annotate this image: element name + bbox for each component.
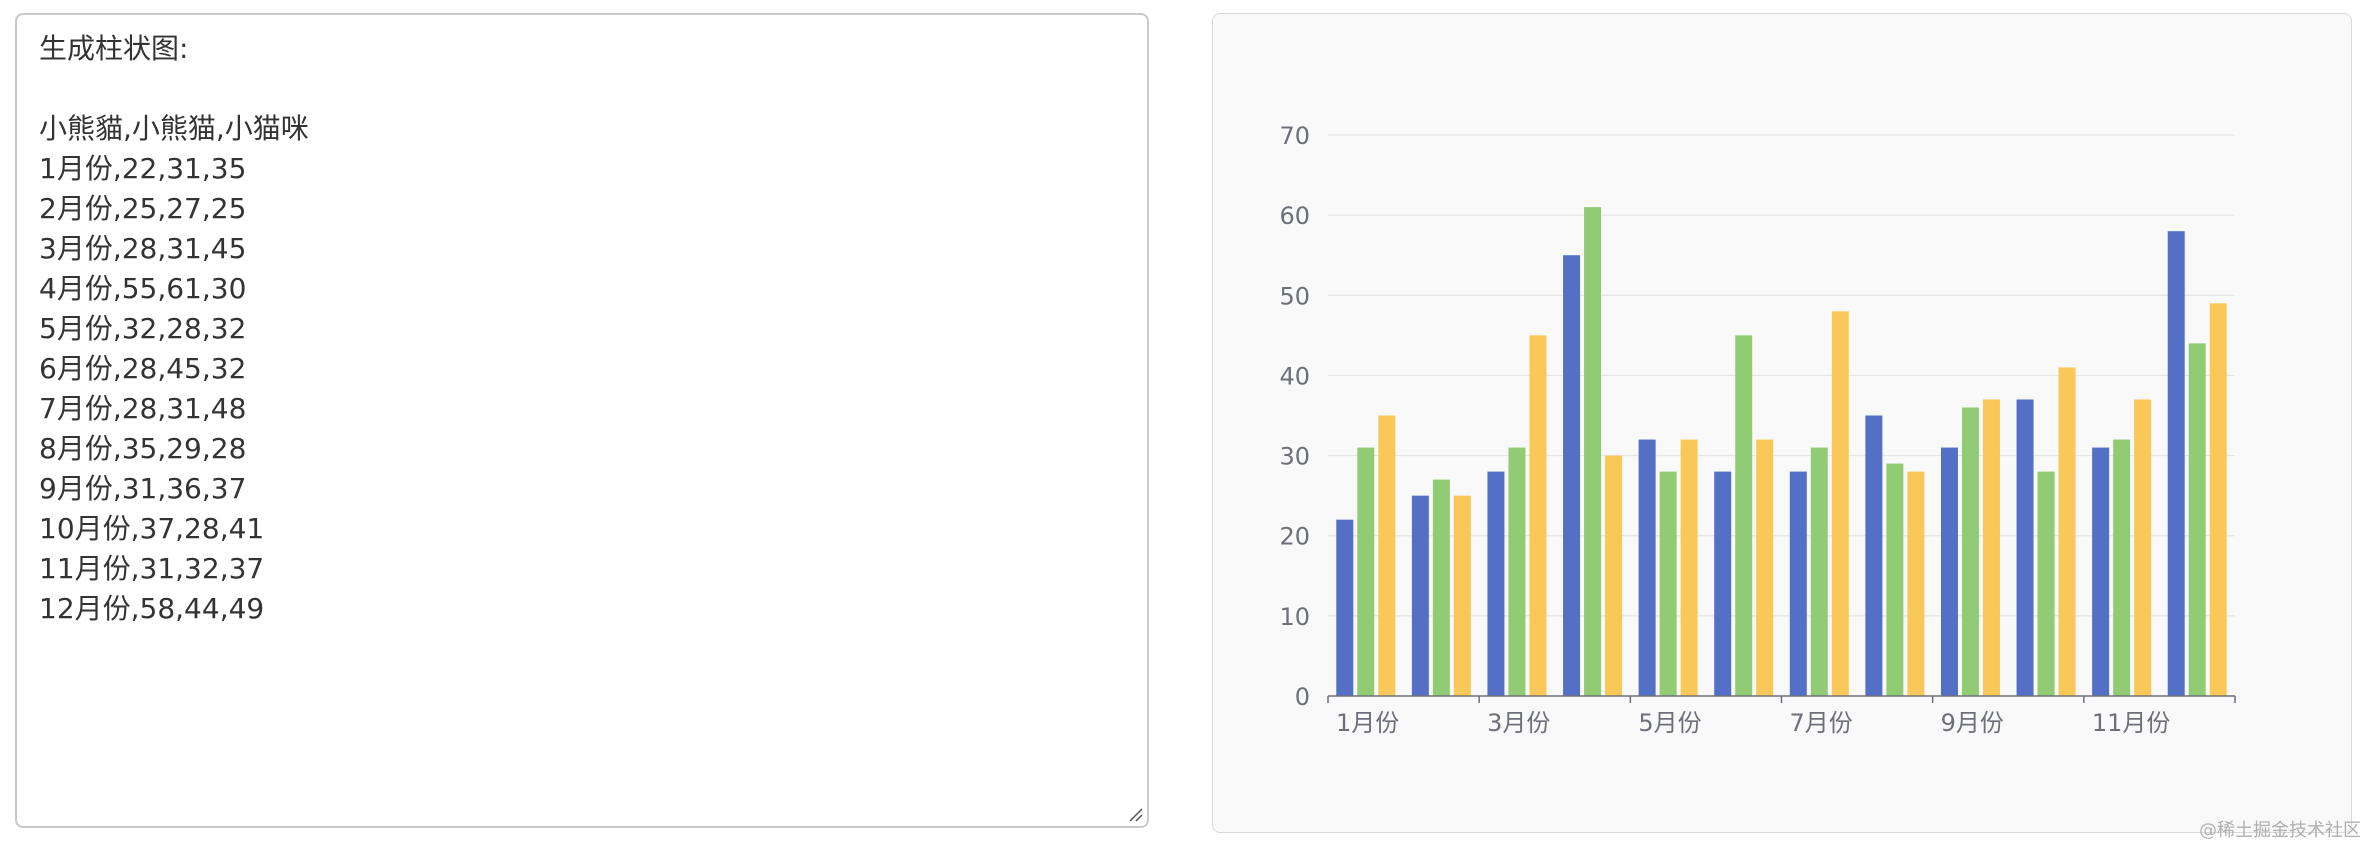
prompt-line: 8月份,35,29,28 — [39, 432, 247, 465]
prompt-line: 4月份,55,61,30 — [39, 272, 247, 305]
x-tick-label: 1月份 — [1336, 709, 1399, 737]
resize-handle-icon[interactable] — [1127, 806, 1143, 822]
bar — [2113, 439, 2131, 696]
bar — [1378, 415, 1396, 696]
bar — [1432, 479, 1450, 696]
x-tick-label: 11月份 — [2092, 709, 2171, 737]
bar — [1886, 463, 1904, 696]
bar — [1605, 455, 1623, 696]
bar — [1982, 399, 2000, 696]
y-tick-label: 70 — [1279, 122, 1310, 150]
bar — [1810, 447, 1828, 696]
y-tick-label: 30 — [1279, 443, 1310, 471]
bar — [2016, 399, 2034, 696]
prompt-line: 9月份,31,36,37 — [39, 472, 247, 505]
prompt-textarea[interactable]: 生成柱状图: 小熊貓,小熊猫,小猫咪 1月份,22,31,35 2月份,25,27,… — [15, 13, 1149, 828]
prompt-line: 6月份,28,45,32 — [39, 352, 247, 385]
bar — [1529, 335, 1547, 696]
y-tick-label: 40 — [1279, 362, 1310, 390]
prompt-line: 11月份,31,32,37 — [39, 552, 265, 585]
prompt-line: 7月份,28,31,48 — [39, 392, 247, 425]
bar — [2188, 343, 2206, 696]
x-tick-label: 5月份 — [1638, 709, 1701, 737]
bar — [2058, 367, 2076, 696]
prompt-line: 小熊貓,小熊猫,小猫咪 — [39, 112, 309, 145]
bar — [1831, 311, 1849, 696]
prompt-line: 10月份,37,28,41 — [39, 512, 265, 545]
watermark: @稀土掘金技术社区 — [2199, 820, 2361, 841]
bar — [1789, 471, 1807, 696]
chart-panel: 0 10 20 30 40 50 60 70 1月份 3月份 5月份 7月份 9月份 11月份 — [1212, 13, 2352, 833]
prompt-line: 12月份,58,44,49 — [39, 592, 265, 625]
bar — [1336, 519, 1354, 696]
bar — [2167, 231, 2185, 696]
bar — [1714, 471, 1732, 696]
bar — [2134, 399, 2152, 696]
prompt-line: 2月份,25,27,25 — [39, 192, 247, 225]
y-tick-label: 0 — [1295, 683, 1310, 711]
bar — [2037, 471, 2055, 696]
y-tick-label: 50 — [1279, 282, 1310, 310]
y-tick-label: 20 — [1279, 523, 1310, 551]
x-tick-label: 7月份 — [1790, 709, 1853, 737]
prompt-lines: 小熊貓,小熊猫,小猫咪 1月份,22,31,35 2月份,25,27,25 3月份,2… — [39, 109, 1125, 629]
bar — [1357, 447, 1375, 696]
bar — [1411, 495, 1429, 696]
bar — [1756, 439, 1774, 696]
bar-chart: 0 10 20 30 40 50 60 70 1月份 3月份 5月份 7月份 9月份 11月份 — [1279, 122, 2236, 737]
y-tick-label: 60 — [1279, 202, 1310, 230]
bar — [1584, 207, 1602, 696]
bar — [1638, 439, 1656, 696]
bar — [2092, 447, 2110, 696]
bar — [1680, 439, 1698, 696]
bar — [1940, 447, 1958, 696]
x-tick-label: 9月份 — [1941, 709, 2004, 737]
prompt-line: 3月份,28,31,45 — [39, 232, 247, 265]
bar — [1865, 415, 1883, 696]
bar — [1961, 407, 1979, 696]
bar — [1487, 471, 1505, 696]
bar — [1659, 471, 1677, 696]
prompt-line: 5月份,32,28,32 — [39, 312, 247, 345]
y-tick-label: 10 — [1279, 603, 1310, 631]
prompt-title: 生成柱状图: — [39, 32, 189, 65]
x-tick-label: 3月份 — [1487, 709, 1550, 737]
bar — [1735, 335, 1753, 696]
bar — [1907, 471, 1925, 696]
bar — [1508, 447, 1526, 696]
bar — [1453, 495, 1471, 696]
prompt-line: 1月份,22,31,35 — [39, 152, 247, 185]
bar — [2209, 303, 2227, 696]
bar — [1563, 255, 1581, 696]
